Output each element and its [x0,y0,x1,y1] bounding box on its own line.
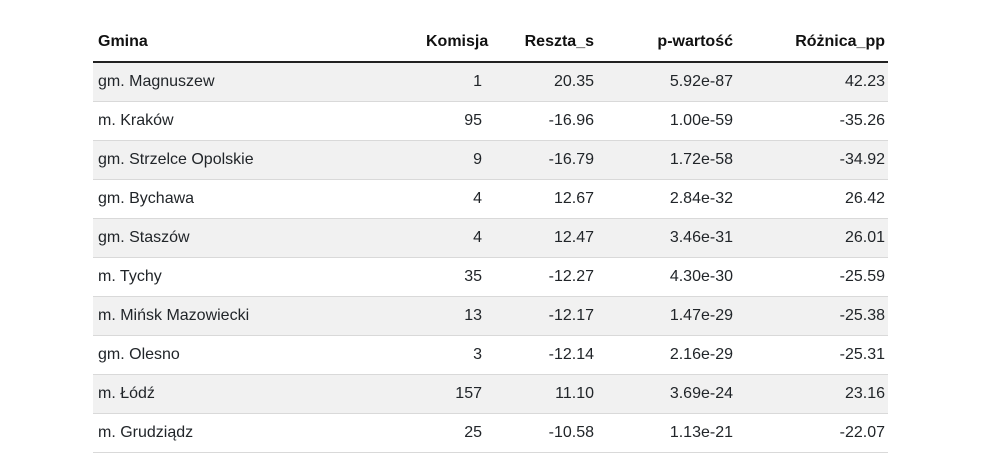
column-header-komisja: Komisja [423,25,488,63]
results-table-container: Gmina Komisja Reszta_s p-wartość Różnica_pp … [93,25,888,453]
cell-roznica-pp: 42.23 [736,62,888,102]
cell-komisja: 13 [423,296,485,336]
table-row: m. Mińsk Mazowiecki 13 -12.17 1.47e-29 -25.3… [93,296,888,336]
cell-gmina: gm. Staszów [93,218,423,258]
cell-reszta-s: -12.14 [485,335,597,375]
cell-p-wartosc: 4.30e-30 [597,257,736,297]
table-row: m. Kraków 95 -16.96 1.00e-59 -35.26 [93,101,888,141]
cell-komisja: 9 [423,140,485,180]
table-row: gm. Bychawa 4 12.67 2.84e-32 26.42 [93,179,888,219]
cell-reszta-s: -16.79 [485,140,597,180]
cell-roznica-pp: -25.31 [736,335,888,375]
column-header-p-wartosc: p-wartość [597,25,736,63]
cell-gmina: m. Grudziądz [93,413,423,453]
cell-reszta-s: -12.27 [485,257,597,297]
cell-p-wartosc: 1.47e-29 [597,296,736,336]
cell-gmina: gm. Olesno [93,335,423,375]
cell-p-wartosc: 1.00e-59 [597,101,736,141]
cell-gmina: m. Kraków [93,101,423,141]
cell-p-wartosc: 5.92e-87 [597,62,736,102]
column-header-reszta-s: Reszta_s [485,25,597,63]
cell-gmina: m. Tychy [93,257,423,297]
cell-roznica-pp: -25.59 [736,257,888,297]
cell-komisja: 1 [423,62,485,102]
cell-p-wartosc: 3.69e-24 [597,374,736,414]
cell-gmina: m. Mińsk Mazowiecki [93,296,423,336]
column-header-gmina: Gmina [93,25,423,63]
cell-komisja: 4 [423,218,485,258]
table-row: gm. Staszów 4 12.47 3.46e-31 26.01 [93,218,888,258]
cell-komisja: 3 [423,335,485,375]
cell-komisja: 4 [423,179,485,219]
cell-reszta-s: -12.17 [485,296,597,336]
table-row: gm. Strzelce Opolskie 9 -16.79 1.72e-58 -34.… [93,140,888,180]
table-row: m. Tychy 35 -12.27 4.30e-30 -25.59 [93,257,888,297]
cell-gmina: gm. Magnuszew [93,62,423,102]
table-header-row: Gmina Komisja Reszta_s p-wartość Różnica_pp [93,25,888,63]
cell-gmina: gm. Strzelce Opolskie [93,140,423,180]
cell-roznica-pp: 23.16 [736,374,888,414]
cell-reszta-s: 20.35 [485,62,597,102]
cell-reszta-s: 12.67 [485,179,597,219]
cell-reszta-s: -10.58 [485,413,597,453]
cell-roznica-pp: -35.26 [736,101,888,141]
cell-gmina: gm. Bychawa [93,179,423,219]
table-row: gm. Magnuszew 1 20.35 5.92e-87 42.23 [93,62,888,102]
table-body: gm. Magnuszew 1 20.35 5.92e-87 42.23 m. Krakó… [93,62,888,453]
cell-komisja: 25 [423,413,485,453]
cell-p-wartosc: 3.46e-31 [597,218,736,258]
cell-p-wartosc: 2.84e-32 [597,179,736,219]
table-row: gm. Olesno 3 -12.14 2.16e-29 -25.31 [93,335,888,375]
cell-roznica-pp: 26.01 [736,218,888,258]
cell-roznica-pp: 26.42 [736,179,888,219]
results-table: Gmina Komisja Reszta_s p-wartość Różnica_pp … [93,25,888,453]
cell-roznica-pp: -25.38 [736,296,888,336]
cell-roznica-pp: -34.92 [736,140,888,180]
cell-reszta-s: 12.47 [485,218,597,258]
cell-reszta-s: -16.96 [485,101,597,141]
table-row: m. Grudziądz 25 -10.58 1.13e-21 -22.07 [93,413,888,453]
cell-reszta-s: 11.10 [485,374,597,414]
column-header-roznica-pp: Różnica_pp [736,25,888,63]
cell-komisja: 35 [423,257,485,297]
table-header: Gmina Komisja Reszta_s p-wartość Różnica_pp [93,25,888,63]
table-row: m. Łódź 157 11.10 3.69e-24 23.16 [93,374,888,414]
cell-p-wartosc: 1.72e-58 [597,140,736,180]
cell-komisja: 157 [423,374,485,414]
cell-p-wartosc: 1.13e-21 [597,413,736,453]
cell-p-wartosc: 2.16e-29 [597,335,736,375]
cell-gmina: m. Łódź [93,374,423,414]
cell-komisja: 95 [423,101,485,141]
cell-roznica-pp: -22.07 [736,413,888,453]
